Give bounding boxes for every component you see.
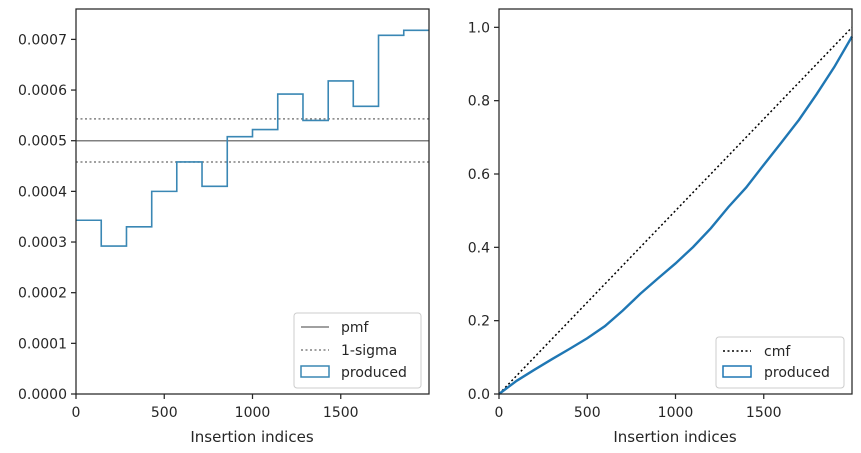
cmf-y-tick-label: 1.0 (468, 20, 490, 36)
cmf-y-tick-label: 0.0 (468, 387, 490, 403)
histogram-legend-box (293, 312, 422, 389)
histogram-y-tick-label: 0.0003 (18, 235, 67, 251)
legend-cmf-produced-swatch (722, 365, 752, 378)
histogram-y-tick-label: 0.0000 (18, 387, 67, 403)
histogram-y-ticks: 0.0000 0.0001 0.0002 0.0003 0.0004 0.0005 0.00… (18, 32, 76, 403)
histogram-x-axis-label: Insertion indices (190, 428, 313, 446)
cmf-x-tick-label: 0 (495, 405, 504, 421)
histogram-x-tick-label: 1000 (235, 405, 271, 421)
cmf-legend: cmf produced (715, 336, 845, 389)
histogram-y-tick-label: 0.0005 (18, 134, 67, 150)
histogram-y-tick-label: 0.0002 (18, 286, 67, 302)
cmf-plot-area (499, 9, 852, 394)
histogram-marks (76, 29, 429, 247)
cmf-x-axis-label: Insertion indices (613, 428, 736, 446)
cmf-y-tick-label: 0.8 (468, 94, 490, 110)
cmf-y-tick-label: 0.6 (468, 167, 490, 183)
cmf-legend-box (715, 336, 845, 389)
histogram-x-tick-label: 1500 (323, 405, 359, 421)
cmf-y-tick-label: 0.4 (468, 240, 490, 256)
cmf-y-tick-label: 0.2 (468, 314, 490, 330)
cmf-marks (498, 26, 854, 395)
cmf-line (498, 26, 853, 395)
histogram-y-tick-label: 0.0006 (18, 83, 67, 99)
produced-cmf-line (498, 35, 854, 395)
histogram-x-tick-label: 500 (151, 405, 178, 421)
produced-histogram-step (76, 29, 429, 247)
cmf-x-tick-label: 500 (574, 405, 601, 421)
legend-cmf-produced-label: produced (764, 365, 830, 381)
cmf-y-ticks: 0.0 0.2 0.4 0.6 0.8 1.0 (468, 20, 499, 403)
legend-sigma-label: 1-sigma (341, 343, 397, 359)
cmf-x-tick-label: 1500 (746, 405, 782, 421)
histogram-y-tick-label: 0.0004 (18, 184, 67, 200)
legend-cmf-label: cmf (764, 344, 791, 360)
histogram-x-tick-label: 0 (72, 405, 81, 421)
histogram-x-ticks: 0 500 1000 1500 (72, 394, 359, 421)
legend-produced-label: produced (341, 365, 407, 381)
legend-pmf-label: pmf (341, 320, 370, 336)
legend-produced-swatch (300, 365, 330, 378)
histogram-panel: 0.0000 0.0001 0.0002 0.0003 0.0004 0.0005 0.00… (18, 8, 430, 446)
histogram-y-tick-label: 0.0001 (18, 336, 67, 352)
histogram-legend: pmf 1-sigma produced (293, 312, 422, 389)
cmf-panel: 0.0 0.2 0.4 0.6 0.8 1.0 0 500 1000 1500 Insertio… (468, 8, 854, 446)
cmf-x-tick-label: 1000 (658, 405, 694, 421)
histogram-y-tick-label: 0.0007 (18, 32, 67, 48)
cmf-x-ticks: 0 500 1000 1500 (495, 394, 782, 421)
